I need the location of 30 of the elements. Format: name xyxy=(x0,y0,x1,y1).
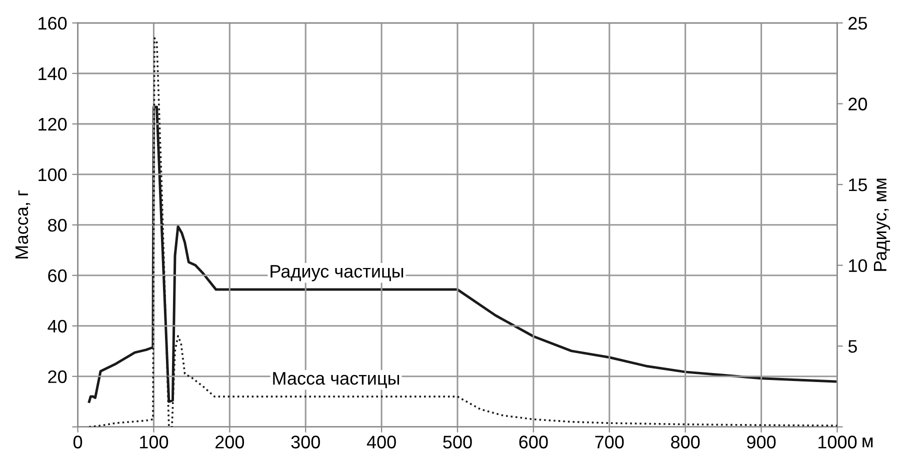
x-tick-label: 600 xyxy=(519,436,548,448)
y2-tick-label: 25 xyxy=(848,16,867,30)
y-tick-label: 120 xyxy=(38,118,67,131)
y2-tick-label: 10 xyxy=(849,259,868,272)
series-label: Радиус частицы xyxy=(270,265,404,282)
x-tick-label: 800 xyxy=(671,436,700,448)
y-tick-label: 140 xyxy=(38,67,67,80)
y-tick-label: 160 xyxy=(38,16,67,30)
x-axis-title: м xyxy=(862,438,873,448)
y-axis-title: Масса, г xyxy=(16,190,30,258)
y2-tick-label: 15 xyxy=(849,178,867,192)
y-tick-label: 20 xyxy=(48,370,67,384)
x-tick-label: 700 xyxy=(595,436,624,448)
y-tick-label: 60 xyxy=(48,269,67,282)
x-tick-label: 900 xyxy=(747,436,776,448)
x-tick-label: 100 xyxy=(140,436,168,448)
y2-axis-title: Радиус, мм xyxy=(874,178,890,271)
y2-tick-label: 20 xyxy=(848,98,868,110)
y-tick-label: 100 xyxy=(38,168,67,182)
x-tick-label: 0 xyxy=(73,436,82,448)
series-label: Масса частицы xyxy=(273,372,400,388)
y-tick-label: 40 xyxy=(48,320,67,333)
x-tick-label: 300 xyxy=(291,436,320,448)
y2-tick-label: 5 xyxy=(848,340,857,353)
x-tick-label: 200 xyxy=(216,436,244,448)
y-tick-label: 80 xyxy=(48,218,67,232)
x-tick-label: 1000 xyxy=(818,436,857,448)
line-series xyxy=(88,37,838,427)
x-tick-label: 500 xyxy=(443,436,472,448)
x-tick-label: 400 xyxy=(366,436,396,448)
